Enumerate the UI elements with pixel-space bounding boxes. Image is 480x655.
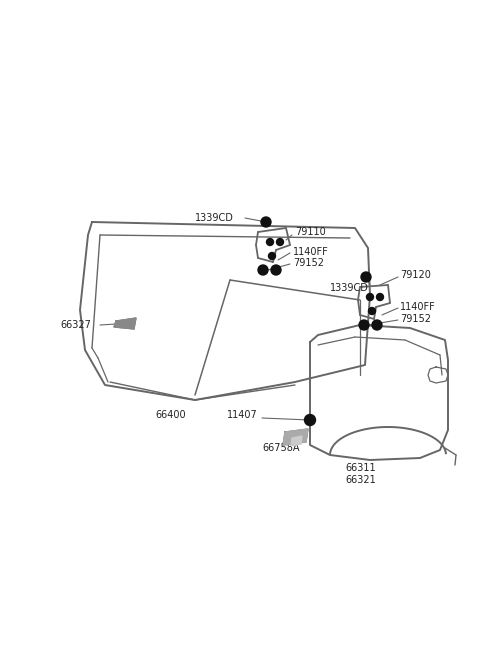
Circle shape (359, 320, 369, 330)
Text: 11407: 11407 (227, 410, 258, 420)
Text: 79120: 79120 (400, 270, 431, 280)
Text: 66311: 66311 (345, 463, 376, 473)
Circle shape (304, 415, 315, 426)
Circle shape (276, 238, 284, 246)
Polygon shape (114, 318, 136, 329)
Circle shape (258, 265, 268, 275)
Text: 79152: 79152 (400, 314, 431, 324)
Text: 79152: 79152 (293, 258, 324, 268)
Circle shape (268, 252, 276, 259)
Text: 1140FF: 1140FF (293, 247, 329, 257)
Circle shape (372, 320, 382, 330)
Circle shape (361, 272, 371, 282)
Text: 1339CD: 1339CD (195, 213, 234, 223)
Circle shape (376, 293, 384, 301)
Circle shape (261, 217, 271, 227)
Text: 66327: 66327 (60, 320, 91, 330)
Text: 66400: 66400 (155, 410, 186, 420)
Circle shape (266, 238, 274, 246)
Text: 1339CD: 1339CD (330, 283, 369, 293)
Circle shape (369, 307, 375, 314)
Text: 66758A: 66758A (262, 443, 300, 453)
Text: 1140FF: 1140FF (400, 302, 436, 312)
Text: 66321: 66321 (345, 475, 376, 485)
Polygon shape (283, 429, 308, 445)
Polygon shape (291, 436, 302, 446)
Circle shape (271, 265, 281, 275)
Text: 79110: 79110 (295, 227, 326, 237)
Circle shape (367, 293, 373, 301)
